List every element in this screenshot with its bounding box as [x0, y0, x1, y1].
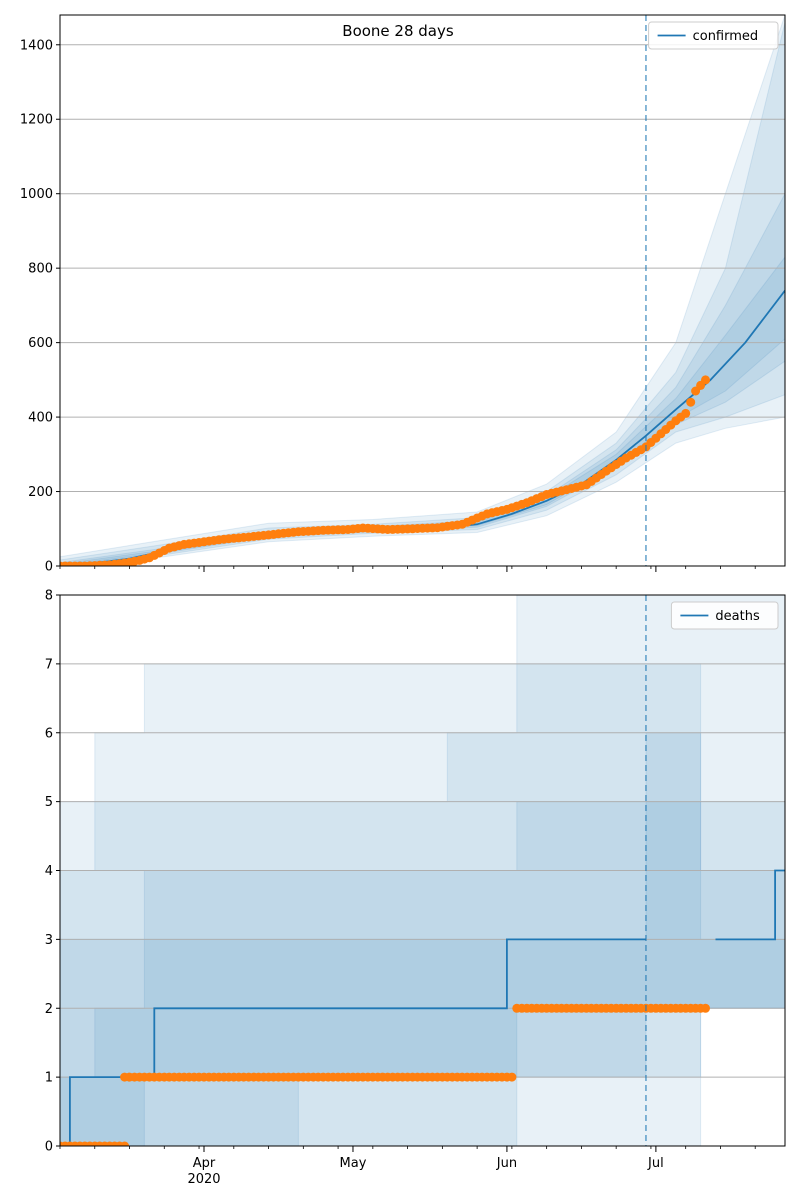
y-tick-label: 200 — [28, 485, 53, 500]
y-tick-label: 1400 — [20, 38, 53, 53]
x-tick-label: Jul — [647, 1156, 664, 1171]
y-tick-label: 4 — [45, 864, 53, 879]
x-tick-label: Jun — [496, 1156, 517, 1171]
x-tick-label: Apr — [193, 1156, 216, 1171]
model-lines — [60, 869, 785, 1146]
data-point — [120, 1141, 130, 1146]
data-point — [686, 397, 696, 407]
deaths-panel: 0 1 2 3 4 5 6 7 8 Apr May Jun Jul 2020 deaths — [45, 589, 786, 1187]
y-tick-label: 3 — [45, 933, 53, 948]
y-tick-label: 0 — [45, 1140, 53, 1155]
series-line-deaths — [60, 938, 646, 1146]
series-line-deaths-forecast — [715, 869, 785, 941]
y-tick-label: 2 — [45, 1002, 53, 1017]
data-point — [681, 408, 691, 418]
chart-title: Boone 28 days — [342, 22, 454, 40]
uncertainty-band-1 — [60, 15, 785, 566]
uncertainty-band-2 — [60, 22, 785, 566]
y-tick-label: 7 — [45, 657, 53, 672]
confirmed-panel: 0 200 400 600 800 1000 1200 1400 confirmed Boone … — [20, 14, 786, 575]
y-tick-label: 5 — [45, 795, 53, 810]
data-point — [507, 1072, 517, 1082]
y-tick-label: 800 — [28, 262, 53, 277]
legend-box — [670, 601, 779, 630]
x-tick-label: May — [340, 1156, 367, 1171]
observed-points — [60, 375, 710, 566]
x-year-label: 2020 — [187, 1172, 220, 1187]
observed-points — [60, 1003, 710, 1146]
legend-label: confirmed — [693, 29, 759, 44]
y-tick-label: 1000 — [20, 187, 53, 202]
y-tick-label: 1 — [45, 1071, 53, 1086]
y-tick-label: 0 — [45, 560, 53, 575]
legend-label: deaths — [715, 609, 760, 624]
y-tick-label: 8 — [45, 589, 53, 604]
y-tick-label: 600 — [28, 336, 53, 351]
data-point — [701, 375, 710, 385]
legend-box — [648, 21, 779, 50]
y-tick-label: 400 — [28, 411, 53, 426]
data-point — [701, 1003, 710, 1013]
y-tick-label: 1200 — [20, 113, 53, 128]
axes-frame — [59, 14, 786, 567]
y-tick-label: 6 — [45, 726, 53, 741]
